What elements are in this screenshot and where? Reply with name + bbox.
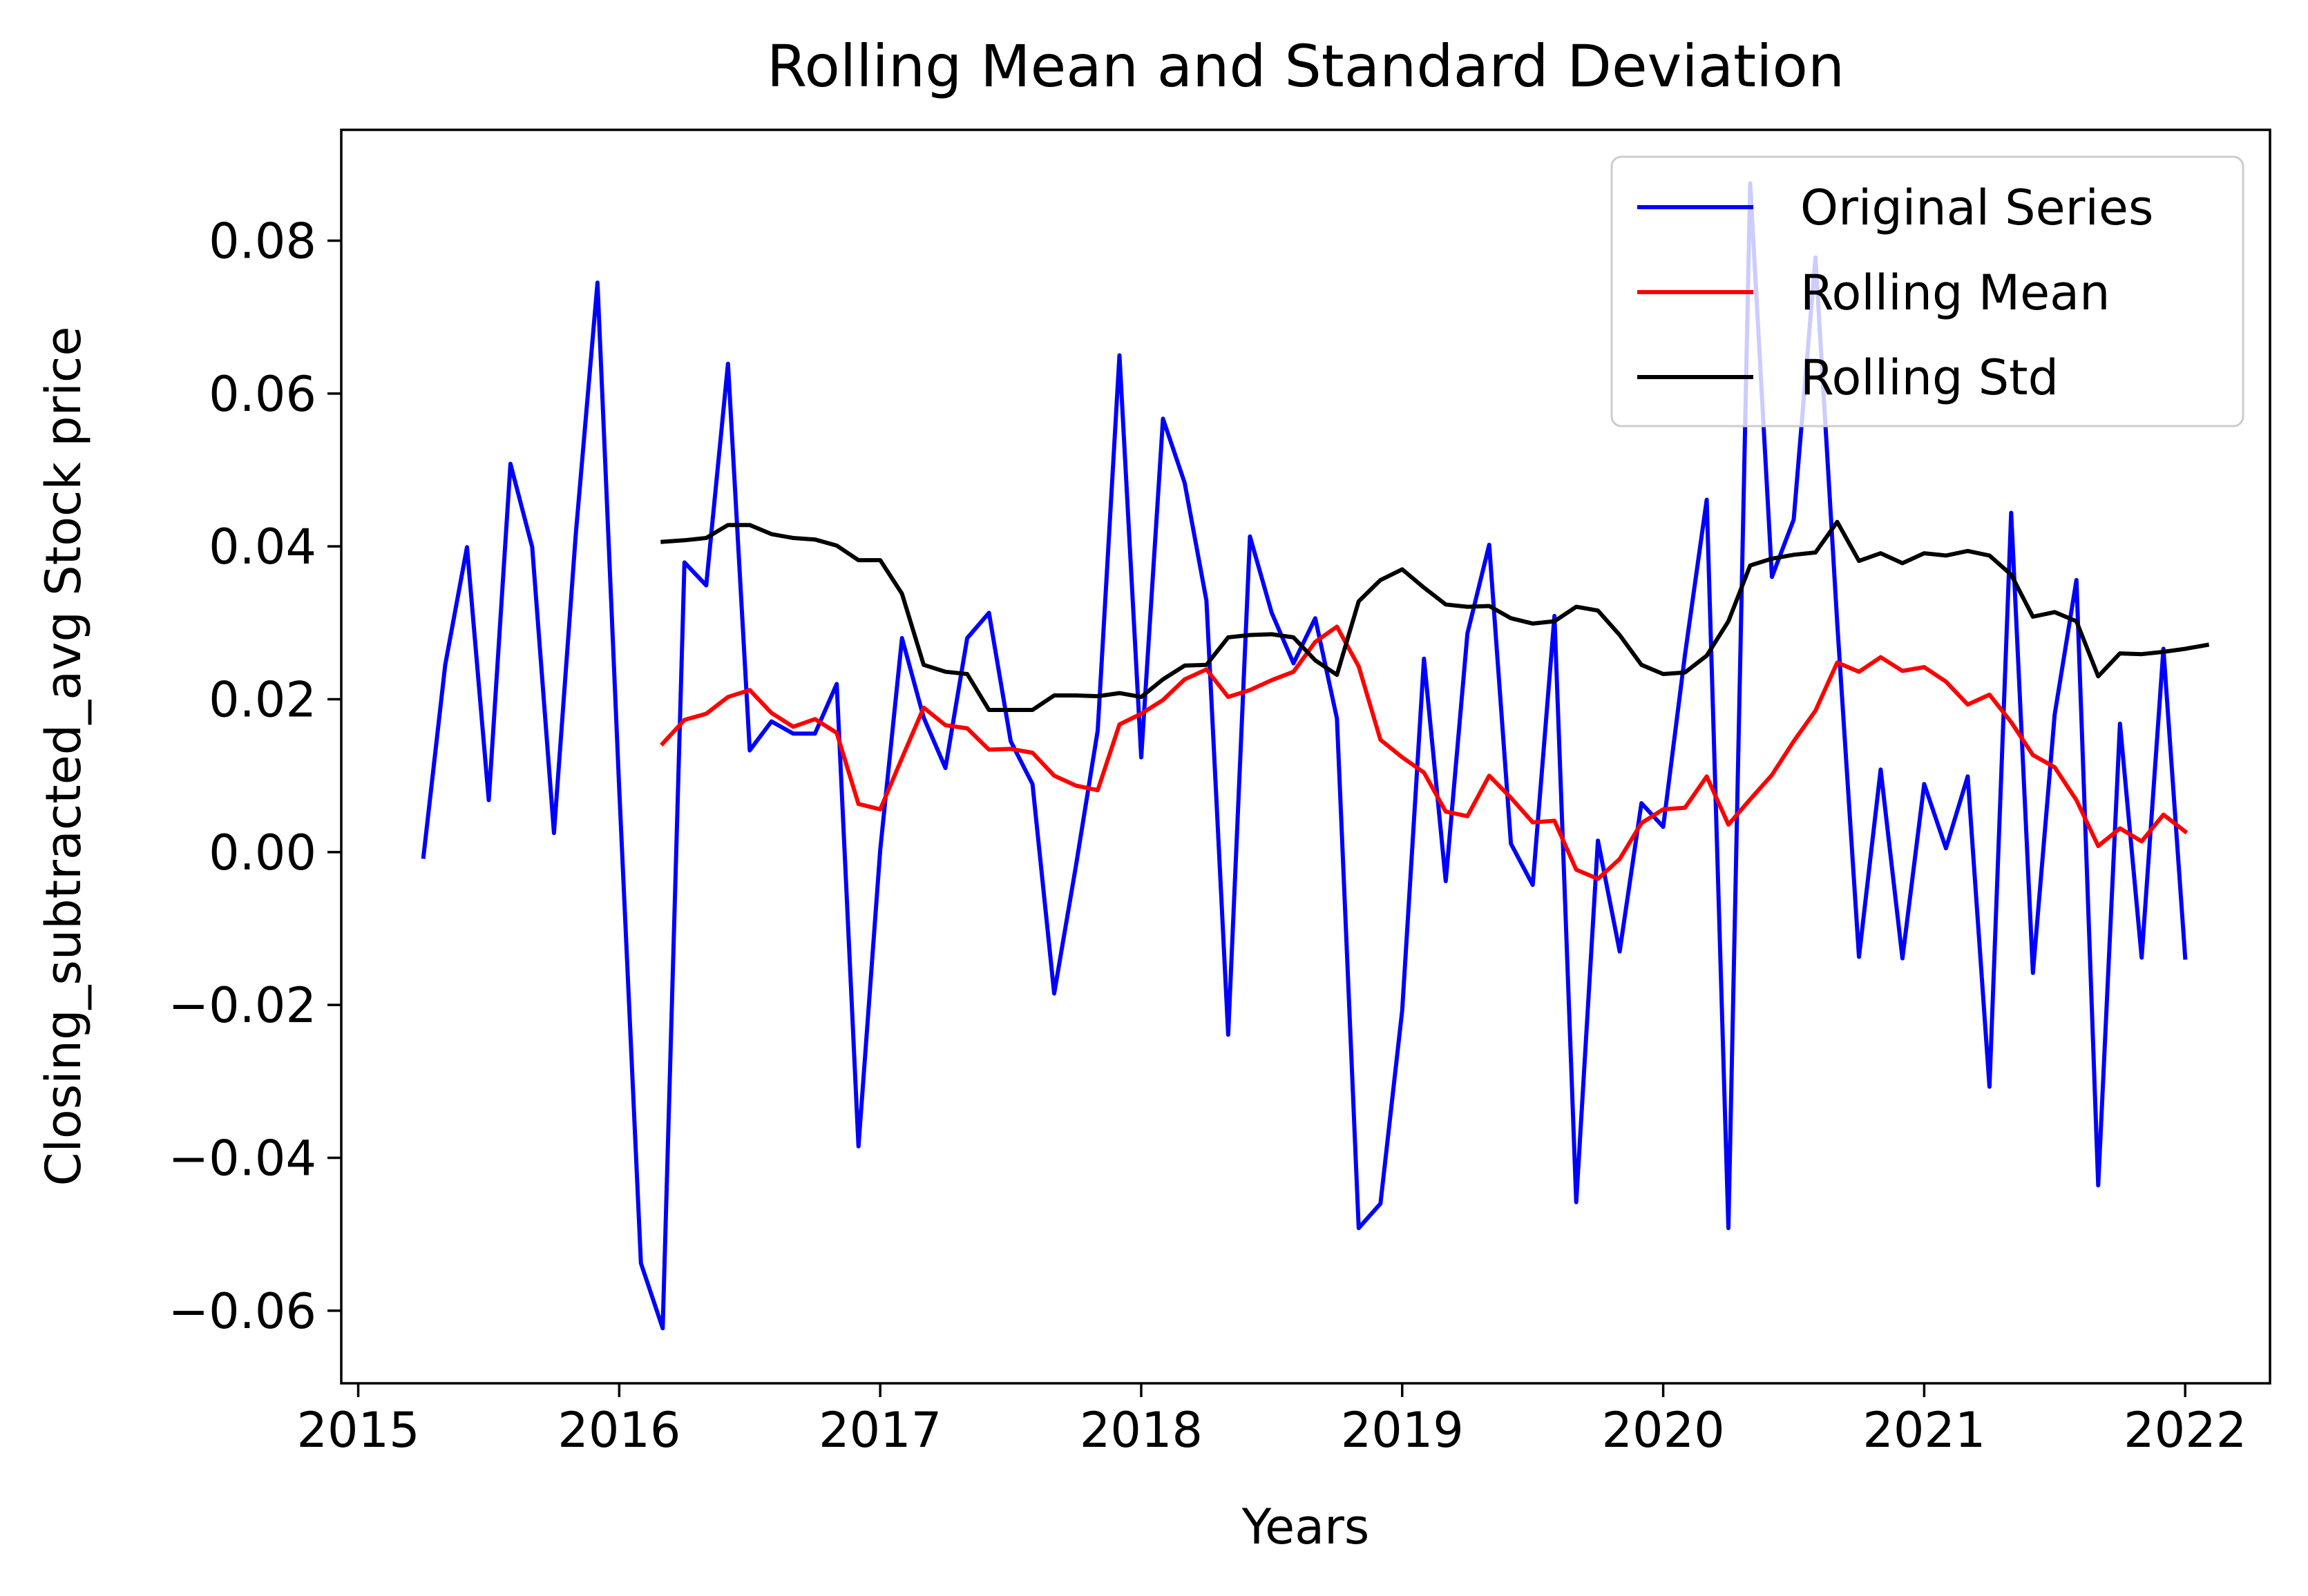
x-tick-label: 2016	[557, 1402, 680, 1459]
chart-title: Rolling Mean and Standard Deviation	[767, 32, 1844, 100]
y-tick-label: −0.04	[168, 1131, 316, 1187]
series-layer	[421, 181, 2210, 1331]
y-tick-label: 0.02	[209, 671, 316, 728]
y-tick-label: −0.06	[168, 1283, 316, 1340]
y-tick-label: 0.00	[209, 825, 316, 881]
series-rolling-std-line	[660, 519, 2210, 712]
plot-area-frame	[340, 128, 2271, 1385]
x-axis-label: Years	[1241, 1499, 1370, 1555]
legend-label-original-series: Original Series	[1800, 180, 2153, 236]
y-axis: −0.06 −0.04 −0.02 0.00 0.02 0.04 0.06 0.08	[168, 213, 341, 1340]
legend-label-rolling-mean: Rolling Mean	[1800, 265, 2110, 321]
x-axis: 2015 2016 2017 2018 2019 2020 2021 2022	[296, 1383, 2247, 1459]
legend-box	[1610, 155, 2244, 427]
y-tick-label: 0.06	[209, 366, 316, 423]
series-original-series-line	[421, 181, 2188, 1331]
y-tick-label: 0.04	[209, 519, 316, 575]
x-tick-label: 2019	[1341, 1402, 1464, 1459]
x-tick-label: 2018	[1080, 1402, 1203, 1459]
x-tick-label: 2021	[1862, 1402, 1985, 1459]
x-tick-label: 2020	[1602, 1402, 1725, 1459]
y-tick-label: 0.08	[209, 213, 316, 269]
x-tick-label: 2022	[2124, 1402, 2247, 1459]
y-axis-label: Closing_subtracted_avg Stock price	[35, 327, 92, 1186]
x-tick-label: 2015	[296, 1402, 419, 1459]
legend: Original Series Rolling Mean Rolling Std	[1610, 155, 2244, 427]
x-tick-label: 2017	[819, 1402, 942, 1459]
y-tick-label: −0.02	[168, 977, 316, 1034]
series-rolling-mean-line	[660, 624, 2188, 881]
legend-label-rolling-std: Rolling Std	[1800, 349, 2059, 406]
